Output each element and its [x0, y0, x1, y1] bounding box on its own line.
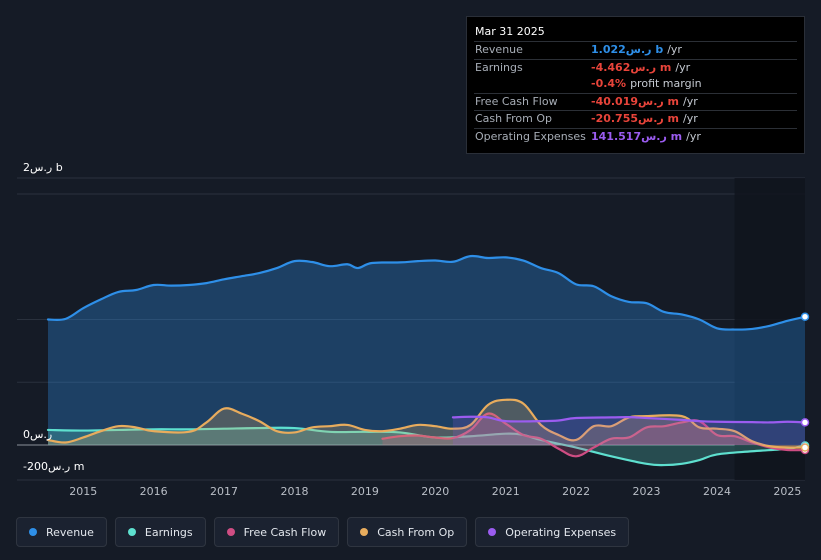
tooltip-row-unit: profit margin: [630, 77, 702, 90]
legend-dot-icon: [488, 528, 497, 536]
legend-item-free-cash-flow[interactable]: Free Cash Flow: [213, 517, 340, 547]
x-tick-label: 2025: [773, 485, 801, 498]
series-area-earnings: [48, 427, 805, 466]
tooltip-row: Free Cash Flow -40.019ر.س m/yr: [474, 92, 797, 111]
chart-series-layer: [46, 254, 810, 467]
tooltip-row-label: Operating Expenses: [475, 129, 586, 143]
data-tooltip: Mar 31 2025 Revenue 1.022ر.س b/yr Earnings…: [466, 16, 805, 154]
legend-item-label: Cash From Op: [377, 525, 455, 539]
tooltip-row-label: Earnings: [475, 60, 523, 74]
tooltip-row-value: -20.755ر.س m: [591, 112, 680, 125]
series-endpoint-cash-from-op: [800, 443, 810, 452]
x-tick-label: 2015: [69, 485, 97, 498]
tooltip-row: Revenue 1.022ر.س b/yr: [474, 41, 797, 59]
series-line-free-cash-flow: [381, 412, 807, 458]
series-area-free-cash-flow: [382, 413, 805, 457]
series-endpoint-revenue: [800, 312, 810, 321]
tooltip-row-unit: /yr: [667, 43, 682, 56]
y-axis-zero-label: 0ر.س: [23, 428, 52, 441]
tooltip-row-unit: /yr: [683, 94, 698, 108]
legend-item-earnings[interactable]: Earnings: [114, 517, 206, 547]
legend-item-label: Free Cash Flow: [243, 525, 327, 539]
legend-item-operating-expenses[interactable]: Operating Expenses: [475, 517, 630, 547]
legend-item-label: Revenue: [46, 525, 94, 539]
tooltip-row-value: 1.022ر.س b: [591, 43, 664, 56]
tooltip-row-value: -40.019ر.س m: [591, 94, 680, 108]
tooltip-date: Mar 31 2025: [475, 25, 545, 38]
tooltip-row: Operating Expenses 141.517ر.س m/yr: [474, 127, 797, 146]
tooltip-row-unit: /yr: [683, 112, 698, 125]
x-tick-label: 2017: [210, 485, 238, 498]
series-line-cash-from-op: [46, 398, 807, 449]
series-line-operating-expenses: [451, 415, 807, 424]
legend-dot-icon: [226, 528, 235, 536]
legend-item-revenue[interactable]: Revenue: [16, 517, 107, 547]
legend-dot-icon: [29, 528, 37, 536]
chart-gridlines: [17, 177, 805, 481]
tooltip-row: Cash From Op -20.755ر.س m/yr: [474, 110, 797, 128]
tooltip-row-label: Cash From Op: [475, 112, 553, 125]
tooltip-row-unit: /yr: [686, 129, 701, 143]
tooltip-row-unit: /yr: [675, 60, 691, 74]
series-area-cash-from-op: [48, 399, 805, 448]
series-area-operating-expenses: [452, 416, 805, 445]
tooltip-rows: Revenue 1.022ر.س b/yr Earnings -4.462ر.س m /…: [474, 41, 797, 145]
chart-canvas: 2015 2016 2017 2018 2019 2020 2021 2022 2023 2024…: [17, 161, 810, 498]
x-tick-label: 2021: [492, 485, 520, 498]
tooltip-row-value: -0.4%: [591, 77, 627, 90]
legend-item-label: Earnings: [144, 525, 193, 539]
tooltip-row-label: Free Cash Flow: [475, 94, 558, 108]
chart-legend: Revenue Earnings Free Cash Flow Cash From O…: [16, 517, 630, 547]
tooltip-row: -0.4% profit margin: [474, 76, 797, 93]
series-line-earnings: [46, 426, 807, 467]
tooltip-row-label: [474, 76, 591, 93]
legend-item-label: Operating Expenses: [505, 525, 617, 539]
legend-dot-icon: [360, 528, 369, 536]
x-tick-label: 2020: [421, 485, 449, 498]
x-axis-ticks: 2015 2016 2017 2018 2019 2020 2021 2022 2023 2024…: [69, 485, 801, 498]
series-endpoint-operating-expenses: [800, 418, 810, 427]
tooltip-row-value: 141.517ر.س m: [591, 129, 683, 143]
tooltip-row: Earnings -4.462ر.س m/yr: [474, 58, 797, 77]
y-axis-top-label: 2ر.س b: [23, 161, 63, 174]
tooltip-row-label: Revenue: [475, 43, 523, 56]
x-tick-label: 2023: [633, 485, 661, 498]
x-tick-label: 2022: [562, 485, 590, 498]
x-tick-label: 2016: [140, 485, 168, 498]
x-tick-label: 2019: [351, 485, 379, 498]
x-tick-label: 2024: [703, 485, 731, 498]
y-axis-bottom-label: -200ر.س m: [23, 460, 84, 473]
tooltip-row-value: -4.462ر.س m: [591, 60, 672, 74]
series-line-revenue: [46, 254, 807, 331]
x-tick-label: 2018: [280, 485, 308, 498]
series-area-revenue: [48, 255, 805, 445]
legend-dot-icon: [127, 528, 136, 536]
legend-item-cash-from-op[interactable]: Cash From Op: [347, 517, 468, 547]
